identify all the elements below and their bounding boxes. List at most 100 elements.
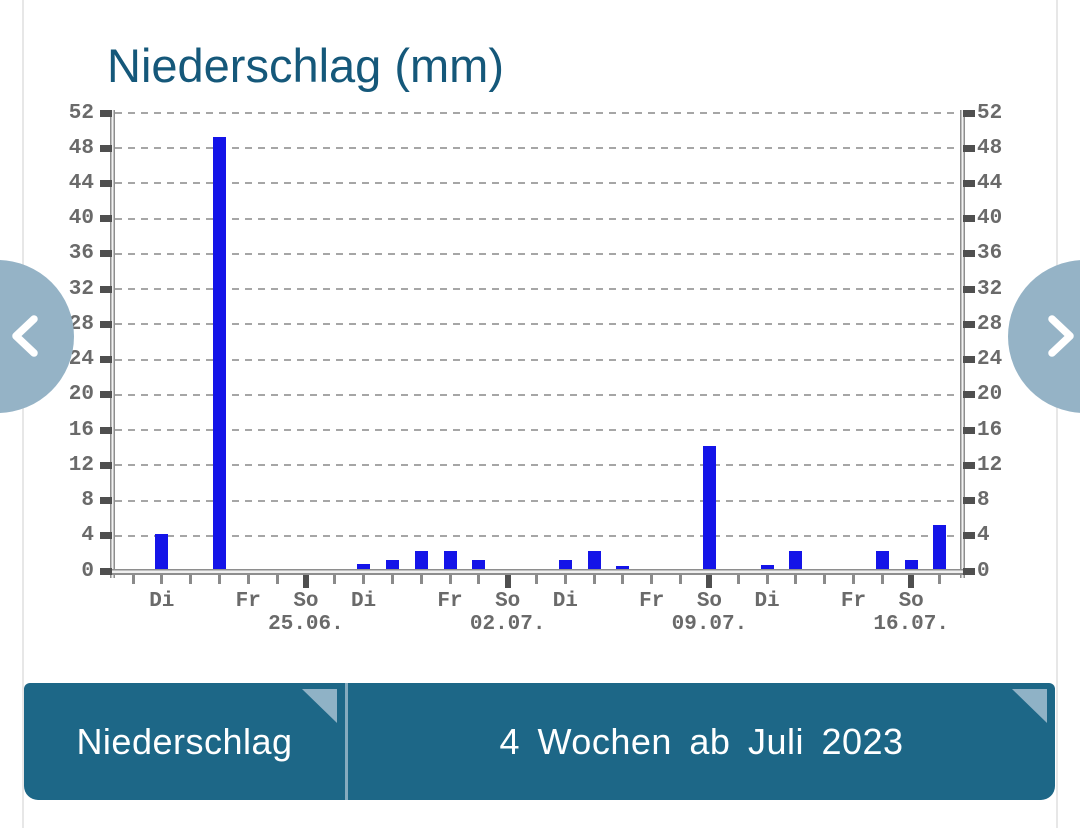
bar xyxy=(616,566,630,569)
bar xyxy=(875,551,889,569)
y-tick-right xyxy=(963,356,975,364)
folded-corner-icon xyxy=(1012,689,1047,723)
y-tick-left xyxy=(100,426,112,434)
x-tick xyxy=(448,575,452,584)
x-tick xyxy=(160,575,164,584)
y-tick-right xyxy=(963,567,975,575)
y-tick-label-left: 4 xyxy=(81,524,94,548)
y-tick-label-left: 36 xyxy=(68,242,94,266)
y-tick-left xyxy=(100,320,112,328)
x-tick xyxy=(246,575,250,584)
bar xyxy=(587,551,601,569)
date-label: 02.07. xyxy=(469,613,546,636)
x-tick xyxy=(765,575,769,584)
grid-line xyxy=(115,288,960,291)
y-axis-right xyxy=(960,110,965,578)
bar xyxy=(414,551,428,569)
weekday-label: So xyxy=(293,590,319,613)
grid-line xyxy=(115,464,960,467)
bar xyxy=(212,137,226,569)
chevron-right-icon xyxy=(1048,315,1074,357)
y-tick-label-left: 8 xyxy=(81,489,94,513)
x-tick xyxy=(217,575,221,584)
y-tick-label-right: 12 xyxy=(977,453,1003,477)
grid-line xyxy=(115,429,960,432)
grid-line xyxy=(115,393,960,396)
grid-line xyxy=(115,534,960,537)
bar xyxy=(702,445,716,569)
y-tick-label-left: 12 xyxy=(68,453,94,477)
y-tick-left xyxy=(100,567,112,575)
y-tick-right xyxy=(963,144,975,152)
footer-divider xyxy=(345,683,348,800)
y-tick-label-right: 48 xyxy=(977,136,1003,160)
grid-line xyxy=(115,147,960,150)
y-tick-left xyxy=(100,391,112,399)
y-tick-right xyxy=(963,215,975,223)
y-tick-right xyxy=(963,391,975,399)
y-tick-label-left: 44 xyxy=(68,171,94,195)
grid-line xyxy=(115,499,960,502)
x-tick-sunday xyxy=(908,575,915,588)
y-tick-label-right: 8 xyxy=(977,489,990,513)
y-tick-left xyxy=(100,532,112,540)
x-tick xyxy=(621,575,625,584)
weekday-label: Di xyxy=(350,590,377,613)
weekday-label: Di xyxy=(552,590,578,613)
x-tick xyxy=(852,575,856,584)
y-tick-left xyxy=(100,179,112,187)
x-tick xyxy=(534,575,538,584)
chevron-left-icon xyxy=(12,315,38,357)
weekday-label: Di xyxy=(754,590,780,613)
y-tick-label-right: 52 xyxy=(977,101,1003,125)
bar xyxy=(155,533,169,569)
y-tick-label-right: 40 xyxy=(977,207,1003,231)
x-tick xyxy=(880,575,884,584)
x-tick xyxy=(736,575,740,584)
bar xyxy=(760,565,774,569)
bar xyxy=(933,524,947,569)
weekday-label: Di xyxy=(149,590,175,613)
x-tick xyxy=(131,575,135,584)
footer-tab-period[interactable]: 4 Wochen ab Juli 2023 xyxy=(348,683,1055,800)
y-tick-right xyxy=(963,285,975,293)
x-tick xyxy=(419,575,423,584)
weekday-label: Fr xyxy=(840,590,867,613)
y-tick-left xyxy=(100,250,112,258)
x-tick xyxy=(390,575,394,584)
y-tick-label-right: 32 xyxy=(977,277,1003,301)
y-tick-label-left: 48 xyxy=(68,136,94,160)
y-tick-left xyxy=(100,285,112,293)
x-axis xyxy=(105,569,969,575)
y-tick-left xyxy=(100,356,112,364)
weekday-label: So xyxy=(495,590,521,613)
y-tick-right xyxy=(963,461,975,469)
footer-tab-niederschlag[interactable]: Niederschlag xyxy=(24,683,345,800)
grid-line xyxy=(115,217,960,220)
bar xyxy=(472,560,486,569)
x-tick xyxy=(650,575,654,584)
x-tick xyxy=(679,575,683,584)
y-tick-right xyxy=(963,109,975,117)
x-tick xyxy=(794,575,798,584)
y-tick-label-left: 0 xyxy=(81,559,94,583)
date-label: 09.07. xyxy=(671,613,748,636)
weekday-label: Fr xyxy=(639,590,665,613)
grid-line xyxy=(115,182,960,185)
x-tick-sunday xyxy=(504,575,511,588)
footer-period-label: 4 Wochen ab Juli 2023 xyxy=(499,720,904,762)
x-tick-sunday xyxy=(706,575,713,588)
weekday-label: Fr xyxy=(235,590,261,613)
y-tick-left xyxy=(100,144,112,152)
y-tick-right xyxy=(963,320,975,328)
y-tick-right xyxy=(963,179,975,187)
y-axis-left xyxy=(110,110,115,578)
y-tick-label-left: 40 xyxy=(68,207,94,231)
bar xyxy=(385,560,399,569)
y-tick-label-right: 44 xyxy=(977,171,1003,195)
y-tick-label-left: 24 xyxy=(68,348,94,372)
x-tick xyxy=(189,575,193,584)
x-tick xyxy=(362,575,366,584)
